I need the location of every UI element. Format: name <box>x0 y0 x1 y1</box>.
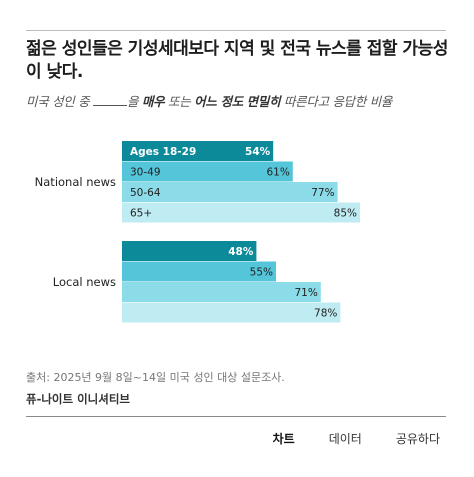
category-label-local-news: Local news <box>53 275 116 289</box>
subtitle-emphasis-closely: 면밀히 <box>246 94 281 109</box>
value-label-national-news-65: 85% <box>334 208 357 220</box>
series-label-50-64: 50-64 <box>130 187 161 199</box>
category-label-national-news: National news <box>35 175 116 189</box>
subtitle-emphasis-very: 매우 <box>141 94 165 109</box>
value-label-national-news-ages-18-29: 54% <box>245 146 271 158</box>
subtitle-suffix: 따른다고 응답한 비율 <box>283 94 393 109</box>
value-label-local-news-30-49: 55% <box>250 267 273 279</box>
series-label-ages-18-29: Ages 18-29 <box>130 146 196 158</box>
subtitle-or: 또는 <box>168 94 191 109</box>
subtitle-blank <box>93 95 128 106</box>
bar-local-news-65 <box>122 302 341 323</box>
value-label-local-news-50-64: 71% <box>294 287 317 299</box>
bar-local-news-ages-18-29 <box>122 241 257 261</box>
chart-subtitle: 미국 성인 중 을 매우 또는 어느 정도 면밀히 따른다고 응답한 비율 <box>26 91 466 110</box>
subtitle-emphasis-somewhat: 어느 정도 <box>194 94 243 109</box>
bar-local-news-50-64 <box>122 282 321 302</box>
source-note: 출처: 2025년 9월 8일~14일 미국 성인 대상 설문조사. <box>26 371 285 384</box>
value-label-local-news-65: 78% <box>314 308 337 320</box>
bar-national-news-30-49 <box>122 161 293 182</box>
value-label-national-news-30-49: 61% <box>266 167 289 179</box>
bar-national-news-ages-18-29 <box>122 141 274 161</box>
chart-title: 젊은 성인들은 기성세대보다 지역 및 전국 뉴스를 접할 가능성이 낮다. <box>26 39 448 82</box>
organization-name: 퓨-나이트 이니셔티브 <box>26 392 130 406</box>
tab-chart[interactable]: 차트 <box>272 432 295 446</box>
value-label-national-news-50-64: 77% <box>311 187 334 199</box>
subtitle-mid: 을 <box>127 94 139 109</box>
view-tabs: 차트 데이터 공유하다 <box>273 430 440 447</box>
value-label-local-news-ages-18-29: 48% <box>228 246 254 258</box>
bar-national-news-50-64 <box>122 182 338 202</box>
tab-data[interactable]: 데이터 <box>328 432 362 446</box>
bar-chart: National news 54% Ages 18-29 61% 30-49 77% 50-… <box>35 141 360 323</box>
bar-local-news-30-49 <box>122 261 276 282</box>
subtitle-prefix: 미국 성인 중 <box>26 94 90 109</box>
bottom-rule <box>26 416 446 417</box>
top-rule <box>26 30 446 31</box>
series-label-65: 65+ <box>130 208 152 220</box>
bar-national-news-65 <box>122 202 360 223</box>
tab-share[interactable]: 공유하다 <box>395 432 440 446</box>
series-label-30-49: 30-49 <box>130 167 161 179</box>
